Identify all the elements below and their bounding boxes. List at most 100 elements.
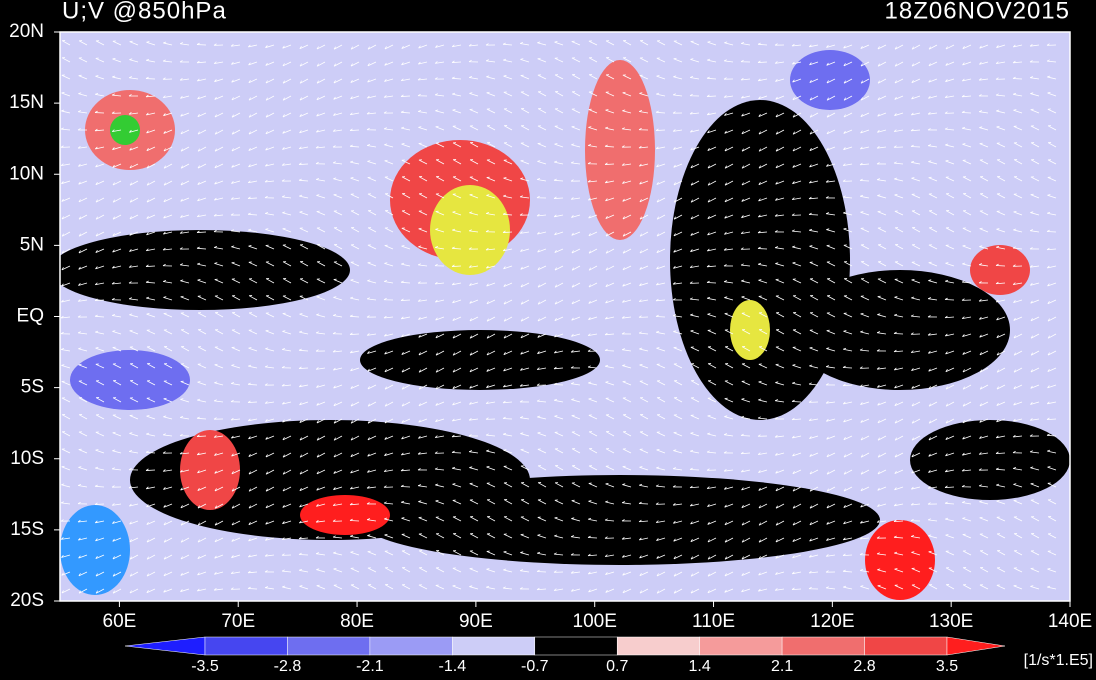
wind-arrow [485, 433, 496, 437]
wind-arrow [860, 244, 870, 250]
wind-arrow [435, 350, 445, 356]
wind-arrow [860, 435, 870, 441]
wind-arrow [962, 533, 972, 539]
wind-arrow [571, 465, 581, 471]
wind-arrow [690, 214, 700, 220]
wind-arrow [928, 418, 938, 424]
wind-arrow [1030, 499, 1040, 505]
wind-arrow [299, 469, 309, 475]
wind-arrow [486, 333, 496, 339]
wind-arrow [792, 112, 802, 118]
wind-arrow [1047, 449, 1057, 454]
wind-arrow [621, 537, 632, 540]
wind-arrow [944, 297, 955, 301]
wind-arrow [520, 282, 530, 288]
wind-arrow [690, 520, 700, 525]
wind-arrow [962, 435, 972, 440]
wind-arrow [604, 144, 615, 148]
wind-arrow [571, 398, 581, 403]
wind-arrow [843, 435, 853, 441]
lon-label: 140E [1048, 611, 1092, 632]
wind-arrow [111, 485, 122, 488]
wind-arrow [452, 533, 462, 539]
wind-arrow [418, 350, 428, 356]
wind-arrow [826, 244, 836, 250]
wind-arrow [639, 74, 649, 80]
wind-arrow [452, 483, 462, 488]
wind-arrow [859, 366, 870, 369]
wind-arrow [485, 265, 496, 269]
wind-arrow [758, 112, 768, 117]
wind-arrow [94, 484, 105, 488]
wind-arrow [928, 435, 938, 441]
wind-arrow [231, 295, 241, 301]
wind-arrow [588, 588, 598, 593]
wind-arrow [553, 552, 564, 556]
wind-arrow [927, 502, 938, 505]
wind-arrow [927, 297, 938, 301]
wind-arrow [299, 112, 309, 117]
wind-arrow [485, 43, 496, 46]
wind-arrow [639, 57, 649, 63]
wind-arrow [724, 520, 734, 526]
wind-arrow [1030, 92, 1040, 97]
wind-arrow [911, 296, 921, 301]
wind-arrow [452, 367, 462, 373]
wind-arrow [1047, 350, 1057, 356]
wind-arrow [333, 244, 343, 250]
wind-arrow [265, 278, 275, 284]
wind-arrow [860, 401, 870, 406]
wind-arrow [571, 231, 581, 236]
wind-arrow [1029, 418, 1040, 421]
wind-arrow [146, 432, 156, 437]
wind-arrow [860, 503, 870, 508]
wind-arrow [622, 91, 632, 97]
wind-arrow [214, 163, 224, 169]
wind-arrow [860, 585, 870, 590]
wind-arrow [893, 145, 904, 148]
wind-arrow [435, 567, 445, 573]
wind-arrow [1029, 247, 1040, 250]
wind-arrow [435, 401, 445, 406]
wind-arrow [962, 350, 972, 355]
wind-arrow [605, 282, 615, 288]
wind-arrow [741, 112, 751, 117]
wind-arrow [996, 193, 1006, 199]
wind-arrow [486, 533, 496, 539]
wind-arrow [911, 367, 921, 372]
wind-arrow [213, 435, 224, 438]
wind-arrow [332, 519, 343, 522]
wind-arrow [333, 296, 343, 301]
wind-arrow [689, 111, 700, 115]
wind-arrow [112, 57, 122, 63]
wind-arrow [61, 282, 71, 287]
wind-arrow [996, 418, 1006, 423]
wind-arrow [826, 469, 836, 475]
wind-arrow [520, 248, 530, 252]
wind-arrow [503, 316, 513, 322]
wind-arrow [265, 486, 275, 492]
wind-arrow [979, 584, 989, 590]
wind-arrow [418, 550, 428, 556]
wind-arrow [469, 401, 479, 405]
wind-arrow [656, 588, 666, 594]
wind-arrow [94, 314, 105, 318]
wind-arrow [265, 95, 275, 101]
wind-arrow [502, 586, 513, 590]
wind-arrow [758, 312, 768, 318]
wind-arrow [996, 245, 1006, 250]
wind-arrow [384, 350, 394, 355]
wind-arrow [78, 363, 88, 369]
wind-arrow [418, 227, 428, 233]
wind-arrow [112, 231, 122, 237]
wind-arrow [469, 567, 479, 573]
wind-arrow [690, 432, 700, 437]
wind-arrow [128, 281, 139, 284]
wind-arrow [248, 245, 258, 250]
wind-arrow [383, 280, 394, 284]
wind-arrow [860, 194, 870, 199]
wind-arrow [485, 247, 496, 251]
wind-arrow [843, 261, 853, 267]
wind-arrow [537, 160, 547, 165]
wind-arrow [775, 163, 785, 169]
